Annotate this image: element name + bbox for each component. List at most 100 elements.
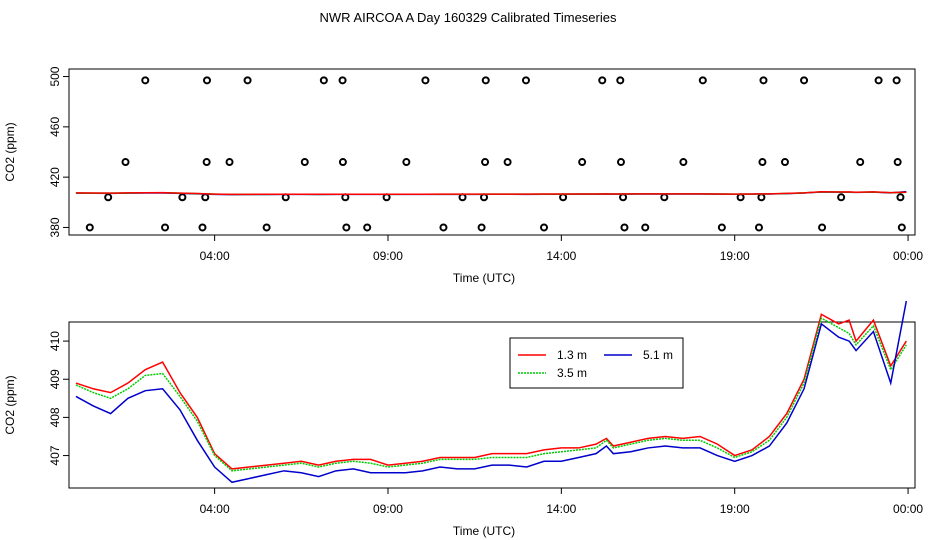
calibration-point [363,223,372,232]
legend-label-1-3m: 1.3 m [557,348,587,362]
x-tick-label: 19:00 [720,249,750,263]
x-tick-label: 14:00 [546,249,576,263]
calibration-point [202,158,211,167]
calibration-point [754,223,763,232]
y-tick-label: 410 [48,331,62,351]
x-tick-label: 09:00 [373,249,403,263]
calibration-point [759,76,768,85]
calibration-point [300,158,309,167]
y-tick-label: 408 [48,407,62,427]
calibration-point [660,193,669,202]
x-tick-label: 04:00 [200,502,230,516]
calibration-point [382,193,391,202]
bottom-series-lines [75,300,908,484]
y-tick-label: 380 [48,217,62,237]
x-tick-label: 19:00 [720,502,750,516]
bottom-x-axis-label: Time (UTC) [453,524,515,538]
calibration-point [641,223,650,232]
calibration-point [679,158,688,167]
calibration-point [559,193,568,202]
calibration-point [893,158,902,167]
calibration-point [578,158,587,167]
calibration-point [439,223,448,232]
calibration-point [178,193,187,202]
calibration-point [698,76,707,85]
calibration-point [243,76,252,85]
bottom-y-axis-label: CO2 (ppm) [3,375,17,434]
x-tick-label: 14:00 [546,502,576,516]
calibration-point [717,223,726,232]
y-tick-label: 500 [48,66,62,86]
calibration-point [141,76,150,85]
calibration-point [503,158,512,167]
calibration-point [616,158,625,167]
calibration-point [620,223,629,232]
calibration-point [262,223,271,232]
calibration-point [481,76,490,85]
calibration-point [85,223,94,232]
bottom-panel: Time (UTC) CO2 (ppm) 04:00 09:00 14:00 19:0… [3,300,923,538]
calibration-point [202,76,211,85]
x-tick-label: 04:00 [200,249,230,263]
top-plot-frame [68,68,916,236]
calibration-point [225,158,234,167]
calibration-point [477,223,486,232]
y-tick-label: 460 [48,117,62,137]
calibration-point [161,223,170,232]
top-x-axis-label: Time (UTC) [453,271,515,285]
x-tick-label: 09:00 [373,502,403,516]
legend-box [509,337,684,389]
calibration-point [540,223,549,232]
calibration-point [201,193,210,202]
calibration-point [458,193,467,202]
legend-label-5-1m: 5.1 m [643,348,673,362]
y-tick-label: 409 [48,369,62,389]
calibration-point [121,158,130,167]
bottom-axes: 04:00 09:00 14:00 19:00 00:00 407 408 409 410 [48,331,923,516]
bottom-plot-frame [68,321,916,489]
calibration-point [198,223,207,232]
calibration-point [874,76,883,85]
calibration-point [319,76,328,85]
calibration-point [736,193,745,202]
calibration-point [421,76,430,85]
calibration-point [338,158,347,167]
top-y-axis-label: CO2 (ppm) [3,122,17,181]
x-tick-label: 00:00 [893,502,923,516]
x-tick-label: 00:00 [893,249,923,263]
calibration-point [402,158,411,167]
calibration-point [619,193,628,202]
calibration-point [104,193,113,202]
legend: 1.3 m 5.1 m 3.5 m [509,337,684,389]
calibration-point [896,193,905,202]
calibration-point [481,158,490,167]
calibration-point [598,76,607,85]
calibration-point [897,223,906,232]
top-series-line [75,191,907,196]
top-series-lines [75,190,907,196]
top-calibration-points [85,76,906,232]
calibration-point [281,193,290,202]
top-axes: 04:00 09:00 14:00 19:00 00:00 380 420 460 500 [48,66,923,263]
calibration-point [341,193,350,202]
calibration-point [856,158,865,167]
calibration-point [480,193,489,202]
y-tick-label: 420 [48,167,62,187]
calibration-point [758,158,767,167]
calibration-point [521,76,530,85]
calibration-point [892,76,901,85]
calibration-point [800,76,809,85]
series-line-5-1-m [75,300,908,484]
chart-title: NWR AIRCOA A Day 160329 Calibrated Times… [320,10,617,25]
y-tick-label: 407 [48,445,62,465]
calibration-point [818,223,827,232]
legend-label-3-5m: 3.5 m [557,366,587,380]
calibration-point [338,76,347,85]
calibration-point [780,158,789,167]
calibration-point [757,193,766,202]
calibration-point [837,193,846,202]
series-line-3-5-m [75,317,907,472]
calibration-point [342,223,351,232]
top-panel: Time (UTC) CO2 (ppm) 04:00 09:00 14:00 19:0… [3,66,923,285]
